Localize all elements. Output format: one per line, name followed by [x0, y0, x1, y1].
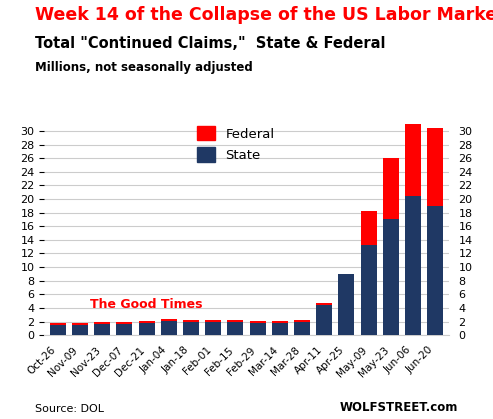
- Bar: [339, 274, 354, 335]
- Bar: [316, 303, 332, 305]
- Bar: [116, 324, 132, 335]
- Bar: [183, 322, 199, 335]
- Text: Source: DOL: Source: DOL: [35, 404, 104, 414]
- Bar: [405, 196, 421, 335]
- Bar: [272, 321, 288, 323]
- Bar: [227, 322, 244, 335]
- Bar: [161, 321, 177, 335]
- Bar: [249, 323, 266, 335]
- Bar: [139, 323, 154, 335]
- Legend: Federal, State: Federal, State: [197, 126, 275, 162]
- Bar: [205, 322, 221, 335]
- Bar: [383, 220, 399, 335]
- Bar: [249, 321, 266, 323]
- Bar: [72, 323, 88, 325]
- Text: Total "Continued Claims,"  State & Federal: Total "Continued Claims," State & Federa…: [35, 36, 385, 51]
- Bar: [405, 124, 421, 196]
- Bar: [383, 158, 399, 220]
- Bar: [183, 320, 199, 322]
- Bar: [294, 322, 310, 335]
- Bar: [205, 320, 221, 322]
- Bar: [227, 320, 244, 322]
- Bar: [50, 325, 66, 335]
- Bar: [361, 246, 377, 335]
- Bar: [361, 211, 377, 246]
- Bar: [161, 319, 177, 321]
- Text: The Good Times: The Good Times: [90, 298, 203, 311]
- Text: Week 14 of the Collapse of the US Labor Market: Week 14 of the Collapse of the US Labor …: [35, 6, 493, 24]
- Bar: [272, 323, 288, 335]
- Bar: [427, 127, 443, 206]
- Bar: [139, 321, 154, 323]
- Bar: [294, 320, 310, 322]
- Bar: [316, 305, 332, 335]
- Bar: [116, 322, 132, 324]
- Bar: [50, 323, 66, 325]
- Bar: [94, 324, 110, 335]
- Bar: [94, 322, 110, 324]
- Text: WOLFSTREET.com: WOLFSTREET.com: [340, 401, 458, 414]
- Bar: [72, 325, 88, 335]
- Bar: [427, 206, 443, 335]
- Text: Millions, not seasonally adjusted: Millions, not seasonally adjusted: [35, 61, 252, 74]
